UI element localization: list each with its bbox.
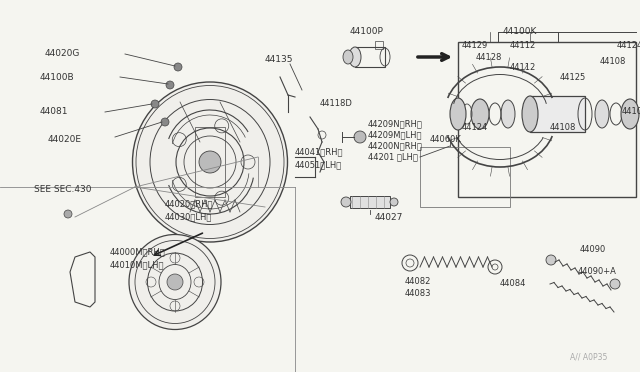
Bar [195,127,225,197]
Ellipse shape [450,98,466,130]
Text: 44128: 44128 [476,52,502,61]
Circle shape [354,131,366,143]
Text: 44118D: 44118D [320,99,353,109]
Circle shape [166,81,174,89]
Ellipse shape [501,100,515,128]
Ellipse shape [343,50,353,64]
Ellipse shape [471,99,489,129]
Text: 44209N（RH）: 44209N（RH） [368,119,423,128]
Text: 44100P: 44100P [350,28,384,36]
Ellipse shape [132,82,287,242]
Bar [355,47,385,67]
Ellipse shape [390,198,398,206]
Bar [420,147,510,207]
Text: 44090+A: 44090+A [578,267,617,276]
Text: 44010M（LH）: 44010M（LH） [110,260,164,269]
Circle shape [174,63,182,71]
Ellipse shape [129,234,221,330]
Text: 44083: 44083 [405,289,431,298]
Text: 44124: 44124 [462,124,488,132]
Text: 44051（LH）: 44051（LH） [295,160,342,170]
Text: 44041（RH）: 44041（RH） [295,148,344,157]
Text: 44112: 44112 [510,42,536,51]
Circle shape [64,210,72,218]
Text: 44100K: 44100K [503,28,537,36]
Text: 44027: 44027 [375,212,403,221]
Text: 44108: 44108 [600,58,627,67]
Text: 44124: 44124 [617,42,640,51]
Circle shape [151,100,159,108]
Text: 44060K: 44060K [430,135,462,144]
Text: 44209M（LH）: 44209M（LH） [368,131,422,140]
Text: 44020（RH）: 44020（RH） [165,199,214,208]
Ellipse shape [349,47,361,67]
Bar [458,42,636,197]
Text: 44200N（RH）: 44200N（RH） [368,141,423,151]
Bar [530,96,585,132]
Text: 44109: 44109 [622,108,640,116]
Circle shape [610,279,620,289]
Bar [375,41,383,49]
Text: A// A0P35: A// A0P35 [570,353,607,362]
Ellipse shape [341,197,351,207]
Ellipse shape [522,96,538,132]
Text: 44030（LH）: 44030（LH） [165,212,212,221]
Ellipse shape [167,274,183,290]
Circle shape [161,118,169,126]
Text: SEE SEC.430: SEE SEC.430 [34,186,92,195]
Text: 44129: 44129 [462,42,488,51]
Text: 44000M（RH）: 44000M（RH） [110,247,166,257]
Text: 44108: 44108 [550,124,577,132]
Text: 44135: 44135 [265,55,294,64]
Text: 44125: 44125 [560,73,586,81]
Text: 44081: 44081 [40,108,68,116]
Text: 44082: 44082 [405,278,431,286]
Text: 44201 （LH）: 44201 （LH） [368,153,418,161]
Text: 44020G: 44020G [45,49,81,58]
Ellipse shape [621,99,639,129]
Text: 44090: 44090 [580,244,606,253]
Ellipse shape [199,151,221,173]
Text: 44112: 44112 [510,62,536,71]
Text: 44100B: 44100B [40,73,75,81]
Text: 44020E: 44020E [48,135,82,144]
Ellipse shape [595,100,609,128]
Circle shape [546,255,556,265]
Bar [350,196,390,208]
Text: 44084: 44084 [500,279,526,289]
